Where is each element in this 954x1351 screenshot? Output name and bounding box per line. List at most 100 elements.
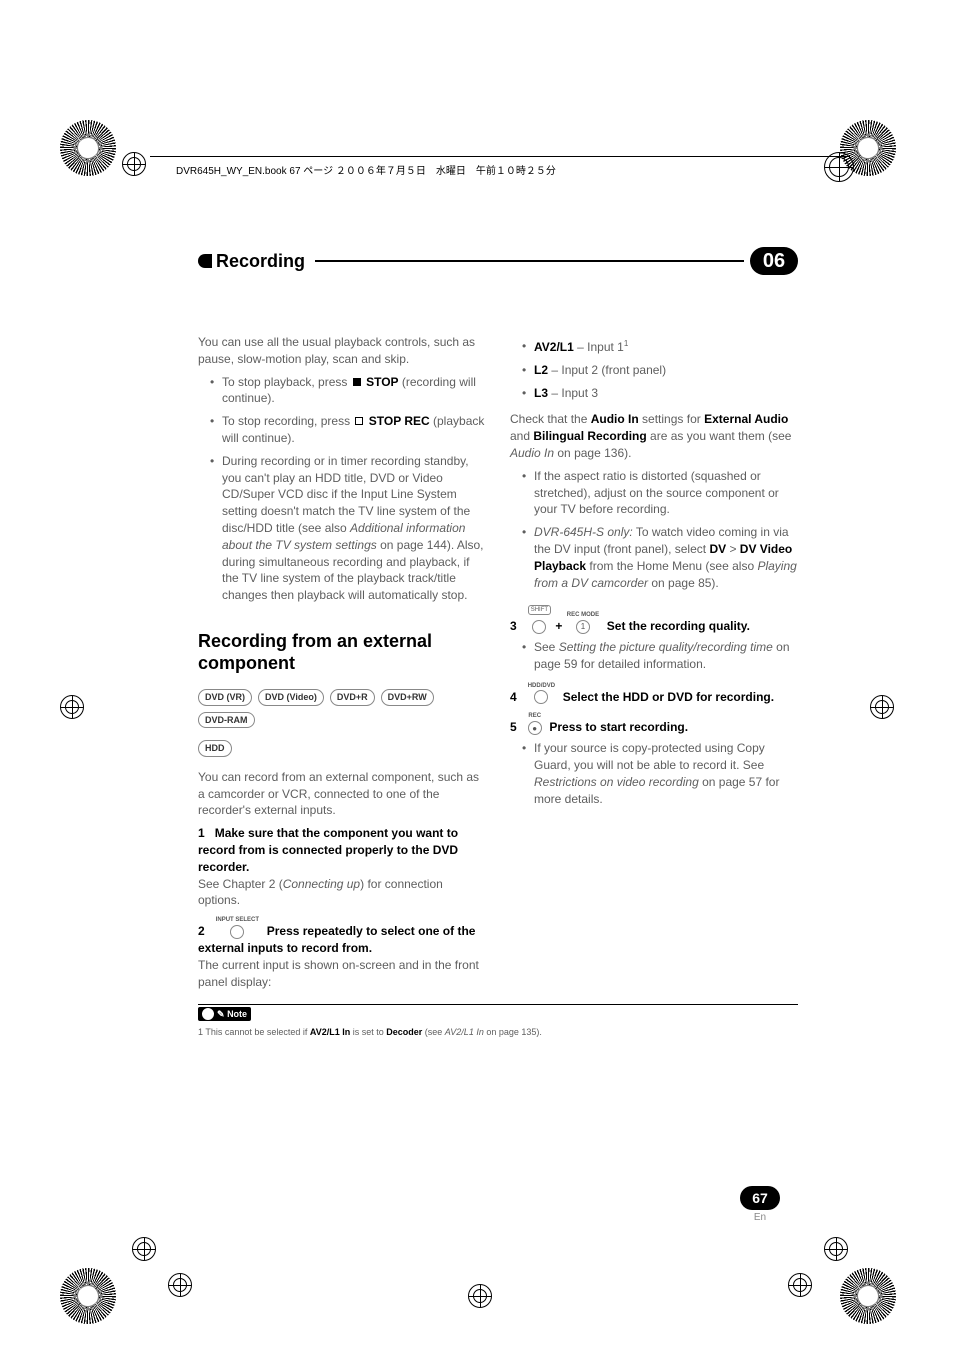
registration-mark xyxy=(168,1273,192,1297)
page-footer: 67 En xyxy=(740,1186,780,1223)
page-lang: En xyxy=(740,1212,780,1223)
step-2: 2 INPUT SELECT Press repeatedly to selec… xyxy=(198,917,486,990)
rec-button-icon: REC ● xyxy=(528,713,542,736)
step-title: Set the recording quality. xyxy=(607,619,750,633)
recmode-button-icon: REC MODE 1 xyxy=(567,612,599,635)
badge: DVD (VR) xyxy=(198,689,252,706)
text-bold: STOP xyxy=(366,375,398,389)
step-head: 5 REC ● Press to start recording. xyxy=(510,713,798,736)
text-italic: Connecting up xyxy=(283,877,360,891)
text: settings for xyxy=(639,412,704,426)
remote-button-icon: INPUT SELECT xyxy=(216,917,259,940)
text-italic: Setting the picture quality/recording ti… xyxy=(559,640,773,654)
step-title: Press to start recording. xyxy=(549,720,688,734)
text: Check that the xyxy=(510,412,591,426)
registration-mark xyxy=(122,152,146,176)
step-body: See Chapter 2 (Connecting up) for connec… xyxy=(198,876,486,910)
page-number: 67 xyxy=(740,1186,780,1210)
icon-label: REC xyxy=(528,713,542,719)
doc-header-meta: DVR645H_WY_EN.book 67 ページ ２００６年７月５日 水曜日 … xyxy=(176,162,556,177)
text: on page 85). xyxy=(648,576,719,590)
badge: HDD xyxy=(198,740,232,757)
text-bold: L3 xyxy=(534,386,548,400)
round-button-icon: ● xyxy=(528,721,542,735)
text-italic: Audio In xyxy=(510,446,554,460)
sub-bullets: See Setting the picture quality/recordin… xyxy=(522,639,798,673)
text-bold: Decoder xyxy=(386,1027,422,1037)
chapter-rule xyxy=(315,260,744,262)
sub-bullets: If your source is copy-protected using C… xyxy=(522,740,798,807)
list-item: If the aspect ratio is distorted (squash… xyxy=(522,468,798,518)
registration-sunburst xyxy=(60,120,116,176)
step-body: The current input is shown on-screen and… xyxy=(198,957,486,991)
step-head: 2 INPUT SELECT Press repeatedly to selec… xyxy=(198,917,486,957)
registration-mark xyxy=(788,1273,812,1297)
chapter-number: 06 xyxy=(750,247,798,275)
note-label: Note xyxy=(227,1009,247,1019)
step-3: 3 SHIFT + REC MODE 1 Set the recording q… xyxy=(510,601,798,672)
text: To stop recording, press xyxy=(222,414,353,428)
registration-sunburst xyxy=(60,1268,116,1324)
note-flag: ✎ Note xyxy=(198,1007,251,1021)
list-item: To stop recording, press STOP REC (playb… xyxy=(210,413,486,447)
text: If your source is copy-protected using C… xyxy=(534,741,765,772)
intro-paragraph: You can use all the usual playback contr… xyxy=(198,334,486,368)
note-section: ✎ Note 1 This cannot be selected if AV2/… xyxy=(198,1004,798,1037)
text-italic: DVR-645H-S only: xyxy=(534,525,633,539)
step-number: 1 xyxy=(198,826,205,840)
text: is set to xyxy=(350,1027,386,1037)
text-italic: Restrictions on video recording xyxy=(534,775,699,789)
text-bold: AV2/L1 In xyxy=(310,1027,350,1037)
text-bold: STOP REC xyxy=(369,414,430,428)
text: See xyxy=(534,640,559,654)
stop-rec-icon xyxy=(355,417,363,425)
media-badges: HDD xyxy=(198,740,486,757)
pencil-icon: ✎ xyxy=(217,1009,225,1020)
text: on page 135). xyxy=(484,1027,542,1037)
round-button-icon xyxy=(534,690,548,704)
left-column: You can use all the usual playback contr… xyxy=(198,334,486,998)
icon-label: REC MODE xyxy=(567,612,599,618)
ext-intro: You can record from an external componen… xyxy=(198,769,486,819)
step-number: 3 xyxy=(510,619,517,633)
text-bold: External Audio xyxy=(704,412,788,426)
text: 1 This cannot be selected if xyxy=(198,1027,310,1037)
page-content: Recording 06 You can use all the usual p… xyxy=(198,248,798,1037)
registration-mark xyxy=(60,695,84,719)
step-5: 5 REC ● Press to start recording. If you… xyxy=(510,713,798,807)
step-number: 2 xyxy=(198,924,205,938)
chapter-bar: Recording 06 xyxy=(198,248,798,274)
text-bold: DV xyxy=(709,542,726,556)
section-heading: Recording from an external component xyxy=(198,630,486,675)
round-button-icon xyxy=(230,925,244,939)
right-bullets: If the aspect ratio is distorted (squash… xyxy=(522,468,798,592)
chapter-title: Recording xyxy=(212,251,315,272)
right-column: AV2/L1 – Input 11 L2 – Input 2 (front pa… xyxy=(510,334,798,998)
input-list: AV2/L1 – Input 11 L2 – Input 2 (front pa… xyxy=(522,338,798,401)
footnote: 1 This cannot be selected if AV2/L1 In i… xyxy=(198,1027,798,1037)
list-item: See Setting the picture quality/recordin… xyxy=(522,639,798,673)
list-item: During recording or in timer recording s… xyxy=(210,453,486,604)
text: > xyxy=(726,542,740,556)
list-item: DVR-645H-S only: To watch video coming i… xyxy=(522,524,798,591)
hdd-dvd-button-icon: HDD/DVD xyxy=(528,683,555,706)
registration-mark xyxy=(132,1237,156,1261)
registration-mark xyxy=(468,1284,492,1308)
text: – Input 2 (front panel) xyxy=(548,363,666,377)
step-number: 4 xyxy=(510,690,517,704)
text-bold: L2 xyxy=(534,363,548,377)
list-item: To stop playback, press STOP (recording … xyxy=(210,374,486,408)
text: and xyxy=(510,429,533,443)
playback-bullets: To stop playback, press STOP (recording … xyxy=(210,374,486,604)
stop-icon xyxy=(353,378,361,386)
list-item: L3 – Input 3 xyxy=(522,385,798,402)
text: are as you want them (see xyxy=(647,429,792,443)
registration-mark xyxy=(824,1237,848,1261)
text: (see xyxy=(422,1027,445,1037)
shift-label: SHIFT xyxy=(528,605,551,615)
media-badges: DVD (VR) DVD (Video) DVD+R DVD+RW DVD-RA… xyxy=(198,689,486,728)
text: on page 136). xyxy=(554,446,631,460)
text: from the Home Menu (see also xyxy=(586,559,757,573)
badge: DVD+RW xyxy=(381,689,434,706)
plus: + xyxy=(555,619,562,633)
